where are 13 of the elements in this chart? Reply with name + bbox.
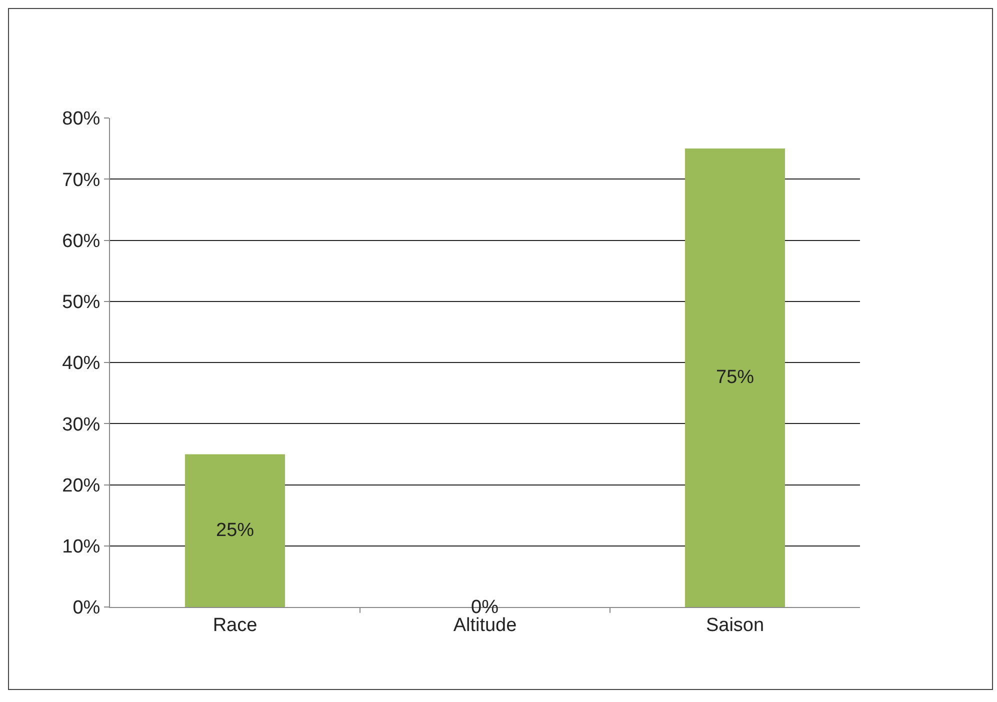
- data-label: 25%: [216, 520, 254, 541]
- y-tick-label: 20%: [62, 475, 100, 496]
- y-tick-label: 0%: [72, 598, 100, 619]
- x-tick-label: Race: [212, 614, 258, 636]
- y-tick-label: 60%: [62, 230, 100, 252]
- y-tick-label: 50%: [62, 292, 100, 314]
- y-tick-label: 10%: [62, 536, 100, 558]
- y-tick-label: 40%: [62, 353, 100, 374]
- y-tick-label: 30%: [62, 414, 100, 436]
- y-tick-label: 70%: [62, 170, 100, 191]
- data-label: 75%: [716, 367, 754, 388]
- y-tick-label: 80%: [62, 108, 100, 130]
- x-tick-label: Saison: [706, 614, 764, 636]
